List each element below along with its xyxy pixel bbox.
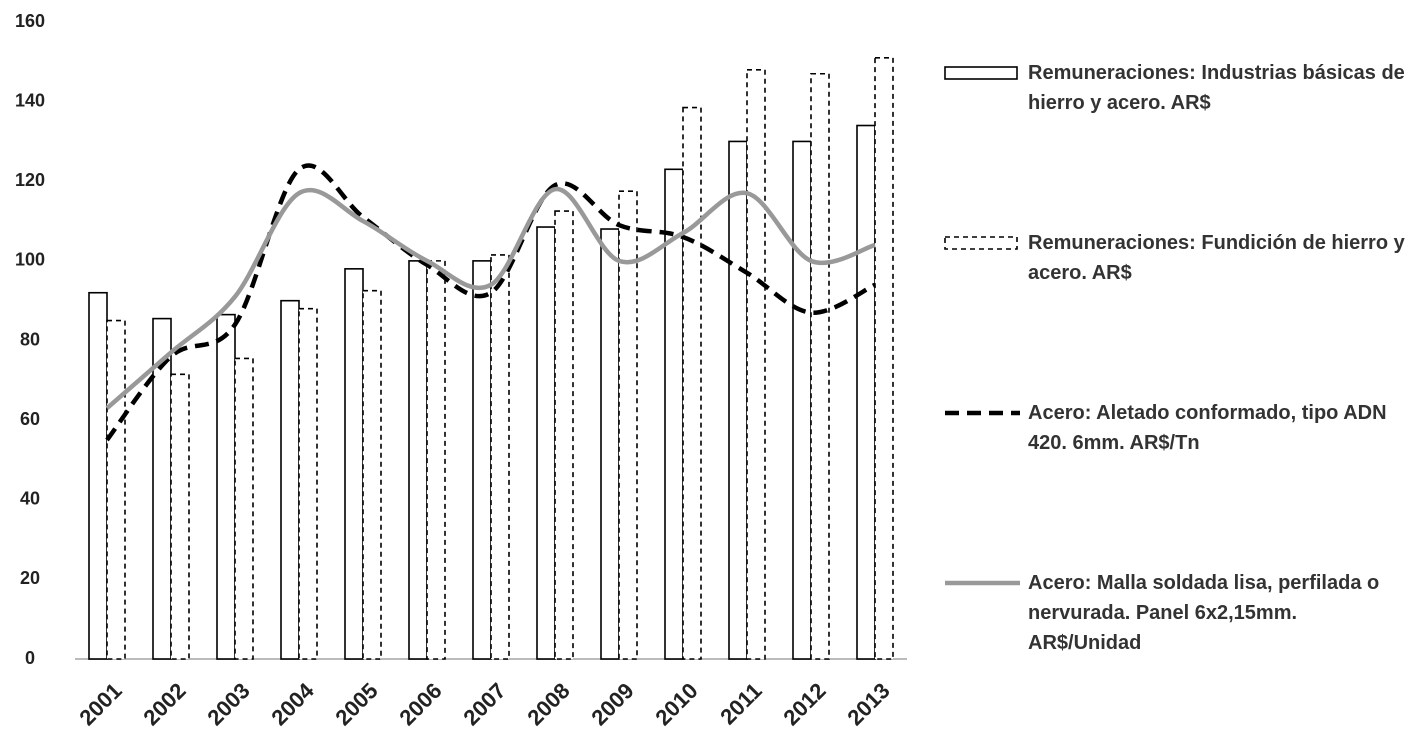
x-tick-label: 2008 [522,678,574,730]
bar [490,254,510,660]
y-tick-label: 40 [20,489,40,509]
y-tick-label: 160 [15,11,45,31]
x-tick-label: 2011 [715,678,766,729]
bar [746,68,766,660]
bar [216,313,236,660]
x-tick-label: 2004 [266,677,319,730]
x-tick-label: 2001 [74,678,126,730]
x-tick-label: 2010 [650,678,702,730]
bar [88,291,108,660]
bar [856,124,876,660]
bar [554,210,574,660]
x-tick-label: 2009 [586,678,638,730]
bar [280,299,300,660]
bar [106,319,126,660]
x-tick-label: 2002 [138,678,190,730]
x-tick-label: 2007 [458,678,510,730]
line [105,186,876,410]
legend-label: Acero: Aletado conformado, tipo ADN 420.… [1028,402,1387,454]
bar [536,226,556,660]
y-tick-label: 20 [20,568,40,588]
line [105,163,877,442]
legend-label: Remuneraciones: Industrias básicas de hi… [1028,62,1405,114]
x-tick-label: 2003 [202,678,254,730]
y-tick-label: 120 [15,170,45,190]
legend-swatch [944,236,1018,250]
bar [874,57,894,660]
x-tick-label: 2013 [842,678,894,730]
y-tick-label: 80 [20,329,40,349]
legend-swatch [944,66,1018,80]
legend-label: Acero: Malla soldada lisa, perfilada o n… [1028,572,1380,654]
bar [810,72,830,660]
bar [408,260,428,660]
y-tick-label: 60 [20,409,40,429]
legend-label: Remuneraciones: Fundición de hierro y ac… [1028,232,1405,284]
bar [152,317,172,660]
bar [792,140,812,660]
x-tick-label: 2005 [330,678,382,730]
bar [234,357,254,660]
bar [426,260,446,660]
bar [472,260,492,660]
bar [728,140,748,660]
bar [298,307,318,660]
y-tick-label: 100 [15,250,45,270]
y-tick-label: 140 [15,90,45,110]
bar [682,106,702,660]
y-tick-label: 0 [25,648,35,668]
bar [362,289,382,660]
x-tick-label: 2006 [394,678,446,730]
x-tick-label: 2012 [778,678,830,730]
bar [170,373,190,660]
bar [344,268,364,660]
bar [600,228,620,660]
bar [618,190,638,660]
